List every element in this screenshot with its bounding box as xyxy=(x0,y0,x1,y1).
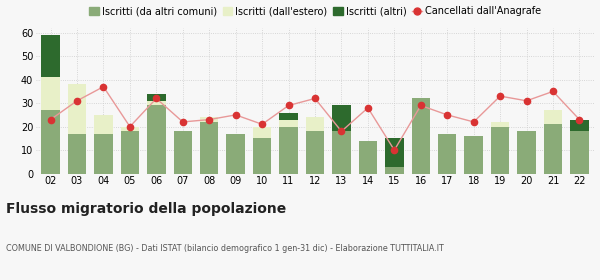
Bar xyxy=(544,110,562,124)
Bar xyxy=(173,131,192,174)
Text: COMUNE DI VALBONDIONE (BG) - Dati ISTAT (bilancio demografico 1 gen-31 dic) - El: COMUNE DI VALBONDIONE (BG) - Dati ISTAT … xyxy=(6,244,444,253)
Bar xyxy=(279,127,298,174)
Bar xyxy=(121,131,139,174)
Bar xyxy=(94,115,113,134)
Bar xyxy=(491,127,509,174)
Bar xyxy=(279,120,298,127)
Bar xyxy=(412,99,430,174)
Bar xyxy=(544,124,562,174)
Text: Flusso migratorio della popolazione: Flusso migratorio della popolazione xyxy=(6,202,286,216)
Bar xyxy=(200,117,218,122)
Bar xyxy=(570,120,589,131)
Bar xyxy=(41,35,60,77)
Bar xyxy=(253,127,271,138)
Bar xyxy=(306,131,324,174)
Bar xyxy=(438,134,457,174)
Bar xyxy=(147,94,166,101)
Bar xyxy=(226,134,245,174)
Bar xyxy=(332,106,351,131)
Bar xyxy=(279,113,298,120)
Bar xyxy=(332,131,351,174)
Bar xyxy=(306,117,324,131)
Bar xyxy=(517,131,536,174)
Bar xyxy=(385,138,404,167)
Bar xyxy=(94,134,113,174)
Bar xyxy=(200,122,218,174)
Legend: Iscritti (da altri comuni), Iscritti (dall'estero), Iscritti (altri), Cancellati: Iscritti (da altri comuni), Iscritti (da… xyxy=(85,3,545,20)
Bar xyxy=(41,110,60,174)
Bar xyxy=(41,77,60,110)
Bar xyxy=(68,84,86,134)
Bar xyxy=(570,131,589,174)
Bar xyxy=(464,136,483,174)
Bar xyxy=(359,141,377,174)
Bar xyxy=(253,138,271,174)
Bar xyxy=(385,167,404,174)
Bar xyxy=(68,134,86,174)
Bar xyxy=(147,106,166,174)
Bar xyxy=(121,127,139,131)
Bar xyxy=(147,101,166,106)
Bar xyxy=(491,122,509,127)
